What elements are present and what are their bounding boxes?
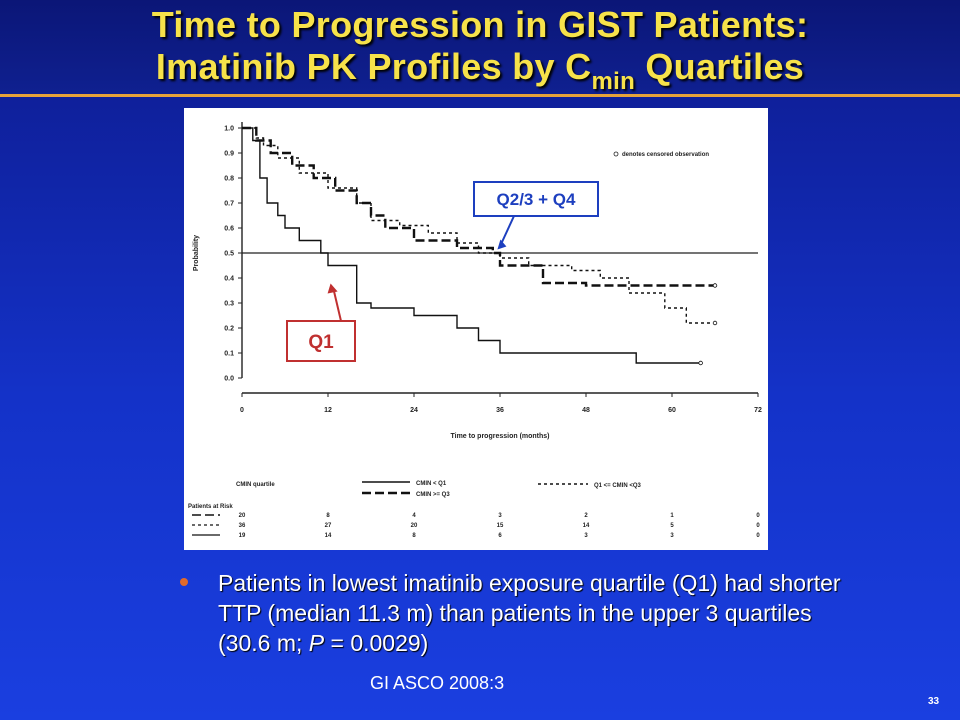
censor-note: denotes censored observation (622, 152, 709, 158)
risk-table-cell: 5 (670, 523, 674, 529)
x-tick-label: 36 (496, 407, 504, 414)
risk-table-cell: 2 (584, 513, 588, 519)
slide-title-line1: Time to Progression in GIST Patients: (151, 4, 809, 45)
x-tick-label: 72 (754, 407, 762, 414)
risk-table-cell: 20 (411, 523, 418, 529)
bullet-icon (180, 578, 188, 586)
callout-q1-arrowhead (327, 283, 338, 294)
bullet-p-symbol: P (308, 630, 325, 656)
risk-table-cell: 8 (326, 513, 330, 519)
risk-table-cell: 3 (584, 533, 588, 539)
callout-q234-box (473, 181, 599, 217)
legend-entry: CMIN >= Q3 (416, 492, 450, 498)
censor-mark (712, 320, 718, 326)
y-tick-label: 0.8 (224, 176, 234, 183)
km-chart: 0.00.10.20.30.40.50.60.70.80.91.00 12 24 36… (188, 122, 762, 539)
page-number: 33 (928, 696, 940, 707)
risk-table-cell: 19 (239, 533, 246, 539)
y-axis-label: Probability (193, 235, 200, 271)
censor-mark (712, 283, 718, 288)
risk-table-cell: 4 (412, 513, 416, 519)
risk-table-title: Patients at Risk (188, 504, 233, 510)
km-curve-2 (242, 126, 715, 287)
y-tick-label: 0.9 (224, 151, 234, 158)
y-tick-label: 0.1 (224, 351, 234, 358)
risk-table-cell: 3 (670, 533, 674, 539)
callout-q1-arrow (332, 289, 342, 322)
x-tick-label: 0 (240, 407, 244, 414)
y-tick-label: 0.2 (224, 326, 234, 333)
legend-title: CMIN quartile (236, 482, 275, 488)
callout-q234-arrowhead (497, 239, 507, 250)
legend-entry: CMIN < Q1 (416, 481, 447, 487)
y-tick-label: 0.4 (224, 276, 234, 283)
risk-table-cell: 27 (325, 523, 332, 529)
risk-table-cell: 1 (670, 513, 674, 519)
y-tick-label: 0.6 (224, 226, 234, 233)
risk-table-cell: 0 (756, 533, 760, 539)
risk-table-cell: 6 (498, 533, 502, 539)
risk-table-cell: 0 (756, 513, 760, 519)
censor-symbol (613, 151, 619, 157)
y-tick-label: 0.7 (224, 201, 234, 208)
x-tick-label: 12 (324, 407, 332, 414)
censor-mark (698, 360, 703, 366)
title-line2-pre: Imatinib PK Profiles by C (155, 46, 592, 87)
title-bar: Time to Progression in GIST Patients: Im… (0, 0, 960, 97)
callout-q234-label: Q2/3 + Q4 (497, 190, 576, 209)
y-tick-label: 0.3 (224, 301, 234, 308)
bullet-text: Patients in lowest imatinib exposure qua… (218, 568, 868, 658)
callout-q1-box (286, 320, 356, 362)
bullet-main: Patients in lowest imatinib exposure qua… (218, 570, 841, 656)
citation: GI ASCO 2008:3 (370, 673, 505, 693)
bullet-end: = 0.0029) (324, 630, 429, 656)
title-line2-sub: min (591, 68, 636, 95)
risk-table-cell: 14 (583, 523, 590, 529)
callout-q1-label: Q1 (308, 332, 334, 353)
y-tick-label: 1.0 (224, 126, 234, 133)
x-tick-label: 60 (668, 407, 676, 414)
slide-title-line2: Imatinib PK Profiles by Cmin Quartiles (0, 46, 960, 95)
risk-table-cell: 0 (756, 523, 760, 529)
y-tick-label: 0.5 (224, 251, 234, 258)
risk-table-cell: 15 (497, 523, 504, 529)
risk-table-cell: 20 (239, 513, 246, 519)
risk-table-cell: 8 (412, 533, 416, 539)
risk-table-cell: 36 (239, 523, 246, 529)
x-tick-label: 24 (410, 407, 418, 414)
chart-panel: 0.0 0.1 0.2 0.3 0.4 0.5 0.6 0.7 0.8 0.9 1.0 0 12 24 36… (184, 108, 768, 550)
y-tick-label: 0.0 (224, 376, 234, 383)
title-line2-post: Quartiles (635, 46, 805, 87)
legend-entry: Q1 <= CMIN <Q3 (594, 483, 642, 489)
x-axis-label: Time to progression (months) (450, 433, 549, 440)
km-curve-1 (242, 127, 701, 364)
callout-q234-arrow (499, 215, 515, 246)
risk-table-cell: 3 (498, 513, 502, 519)
x-tick-label: 48 (582, 407, 590, 414)
risk-table-cell: 14 (325, 533, 332, 539)
